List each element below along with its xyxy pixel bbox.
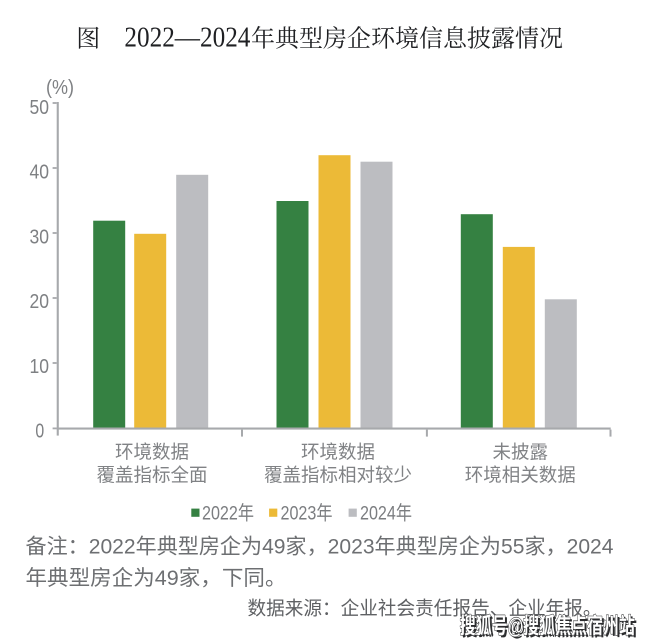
svg-text:未披露: 未披露 [493,442,549,463]
svg-text:环境相关数据: 环境相关数据 [465,465,576,486]
svg-text:50: 50 [30,97,50,119]
svg-text:(%): (%) [46,77,74,99]
svg-text:10: 10 [30,356,50,378]
svg-text:搜狐号@搜狐焦点宿州站: 搜狐号@搜狐焦点宿州站 [462,616,637,641]
svg-text:年典型房企为49家，下同。: 年典型房企为49家，下同。 [26,567,287,590]
svg-text:数据来源：企业社会责任报告、企业年报。: 数据来源：企业社会责任报告、企业年报。 [248,598,602,620]
svg-text:年典型房企环境信息披露情况: 年典型房企环境信息披露情况 [251,26,563,53]
svg-text:覆盖指标相对较少: 覆盖指标相对较少 [264,465,412,486]
svg-text:2023年: 2023年 [281,503,333,525]
svg-text:2022—2024: 2022—2024 [124,23,250,54]
svg-text:搜狐号@搜狐焦点宿州站: 搜狐号@搜狐焦点宿州站 [460,614,635,639]
svg-text:20: 20 [30,291,50,313]
svg-text:图: 图 [76,26,100,53]
svg-text:2024年: 2024年 [360,503,412,525]
svg-text:0: 0 [35,421,44,443]
svg-text:备注：2022年典型房企为49家，2023年典型房企为55家: 备注：2022年典型房企为49家，2023年典型房企为55家，2024 [26,536,614,559]
svg-text:环境数据: 环境数据 [115,442,189,463]
svg-text:2022年: 2022年 [202,503,254,525]
svg-text:环境数据: 环境数据 [301,442,375,463]
svg-text:40: 40 [30,162,50,184]
svg-text:30: 30 [30,226,50,248]
svg-text:覆盖指标全面: 覆盖指标全面 [96,465,207,486]
